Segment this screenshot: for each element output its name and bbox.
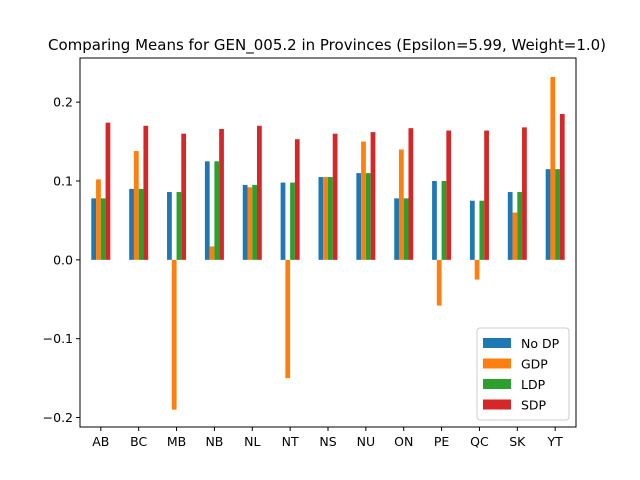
bar-gdp-ab bbox=[96, 179, 101, 260]
bar-ldp-bc bbox=[138, 188, 144, 260]
bar-ldp-nl bbox=[252, 184, 258, 260]
x-tick-label-nb: NB bbox=[205, 434, 223, 449]
bar-sdp-nb bbox=[219, 128, 224, 260]
bars-layer bbox=[91, 76, 565, 410]
legend-box bbox=[476, 327, 570, 421]
bar-sdp-nl bbox=[257, 125, 262, 260]
bar-gdp-nl bbox=[247, 187, 253, 260]
plot-frame bbox=[79, 57, 577, 428]
bar-sdp-nu bbox=[370, 132, 376, 260]
bar-sdp-yt bbox=[559, 113, 565, 260]
legend-swatch-ldp bbox=[483, 379, 511, 389]
bar-ldp-ab bbox=[100, 198, 106, 260]
bar-no-dp-mb bbox=[167, 192, 172, 260]
bar-gdp-sk bbox=[512, 212, 518, 260]
x-tick-label-bc: BC bbox=[130, 434, 147, 449]
bar-ldp-nu bbox=[365, 173, 371, 260]
x-tick-label-ab: AB bbox=[92, 434, 109, 449]
x-tick-label-mb: MB bbox=[167, 434, 186, 449]
x-tick-label-qc: QC bbox=[470, 434, 489, 449]
y-tick-label: 0.0 bbox=[53, 252, 73, 267]
bar-no-dp-nu bbox=[356, 173, 362, 260]
bar-no-dp-nb bbox=[204, 161, 210, 260]
bar-gdp-ns bbox=[323, 177, 328, 260]
bar-no-dp-nl bbox=[242, 184, 248, 260]
y-tick-label: −0.2 bbox=[43, 410, 73, 425]
bar-ldp-sk bbox=[517, 192, 523, 260]
y-tick-label: 0.2 bbox=[53, 95, 73, 110]
legend-swatch-no-dp bbox=[483, 338, 511, 348]
x-tick-label-ns: NS bbox=[319, 434, 336, 449]
bar-sdp-bc bbox=[143, 125, 149, 260]
bar-ldp-mb bbox=[176, 192, 182, 260]
chart-title: Comparing Means for GEN_005.2 in Provinc… bbox=[48, 36, 606, 55]
legend: No DP GDP LDP SDP bbox=[476, 327, 570, 421]
bar-gdp-mb bbox=[171, 259, 177, 410]
x-tick-label-nt: NT bbox=[282, 434, 299, 449]
bar-ldp-on bbox=[403, 198, 409, 260]
bar-gdp-yt bbox=[550, 76, 556, 260]
legend-label-sdp: SDP bbox=[521, 398, 547, 413]
x-tick-label-nl: NL bbox=[244, 434, 260, 449]
bar-gdp-nb bbox=[209, 246, 215, 260]
bar-ldp-yt bbox=[555, 169, 560, 260]
bar-sdp-pe bbox=[446, 130, 452, 260]
bar-ldp-nt bbox=[290, 182, 295, 260]
y-tick-label: −0.1 bbox=[43, 331, 73, 346]
bar-gdp-qc bbox=[474, 259, 480, 280]
bar-sdp-qc bbox=[484, 130, 489, 260]
legend-swatch-gdp bbox=[483, 358, 511, 369]
bar-ldp-pe bbox=[441, 181, 447, 260]
bar-no-dp-on bbox=[394, 198, 399, 260]
bar-no-dp-sk bbox=[507, 192, 513, 260]
bar-ldp-nb bbox=[214, 161, 220, 260]
bar-no-dp-qc bbox=[469, 200, 475, 260]
x-tick-label-sk: SK bbox=[509, 434, 526, 449]
bar-no-dp-bc bbox=[129, 188, 134, 260]
legend-label-gdp: GDP bbox=[521, 357, 548, 372]
bar-no-dp-pe bbox=[432, 181, 437, 260]
legend-swatch-sdp bbox=[483, 399, 511, 410]
bar-gdp-on bbox=[398, 149, 404, 260]
bar-sdp-ab bbox=[105, 122, 111, 260]
bar-ldp-ns bbox=[328, 177, 333, 260]
bar-sdp-mb bbox=[181, 133, 187, 260]
bar-sdp-ns bbox=[332, 133, 338, 260]
bar-sdp-sk bbox=[522, 127, 527, 260]
bar-sdp-nt bbox=[294, 139, 300, 260]
bar-no-dp-nt bbox=[280, 182, 286, 260]
x-axis: AB BC MB NB NL NT NS NU ON PE QC SK YT bbox=[92, 427, 563, 449]
bar-no-dp-ns bbox=[318, 177, 324, 260]
x-tick-label-on: ON bbox=[394, 434, 413, 449]
bar-gdp-nu bbox=[361, 141, 366, 260]
bar-no-dp-ab bbox=[91, 198, 97, 260]
bar-no-dp-yt bbox=[545, 169, 551, 260]
legend-label-no-dp: No DP bbox=[521, 336, 560, 351]
y-axis: −0.2 −0.1 0.0 0.1 0.2 bbox=[43, 95, 80, 425]
x-tick-label-yt: YT bbox=[547, 434, 564, 449]
bar-gdp-nt bbox=[285, 259, 291, 379]
bar-ldp-qc bbox=[479, 200, 485, 260]
bar-gdp-pe bbox=[436, 259, 442, 306]
x-tick-label-nu: NU bbox=[357, 434, 376, 449]
bar-gdp-bc bbox=[133, 151, 139, 260]
x-tick-label-pe: PE bbox=[434, 434, 450, 449]
y-tick-label: 0.1 bbox=[53, 174, 73, 189]
legend-label-ldp: LDP bbox=[521, 377, 546, 392]
bar-sdp-on bbox=[408, 128, 414, 260]
